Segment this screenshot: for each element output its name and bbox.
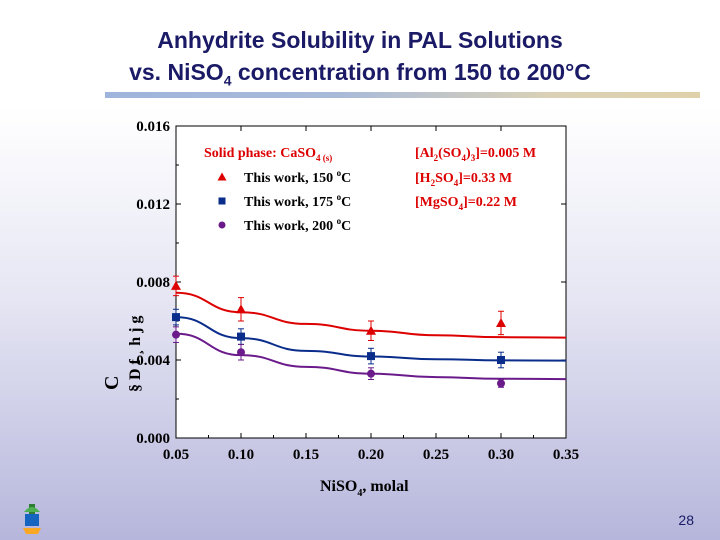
slide-title: Anhydrite Solubility in PAL Solutions vs…: [0, 24, 720, 97]
title-line-2-sub: 4: [223, 72, 232, 89]
data-point: [217, 172, 227, 181]
data-point: [218, 197, 226, 205]
data-point: [497, 379, 505, 388]
legend-header: Solid phase: CaSO4 (s): [204, 146, 332, 163]
data-point: [218, 221, 226, 229]
data-point: [236, 304, 246, 314]
data-point: [172, 330, 180, 339]
x-tick-label: 0.25: [423, 447, 449, 463]
legend: Solid phase: CaSO4 (s) This work, 150 oC…: [204, 146, 351, 234]
x-tick-label: 0.35: [553, 447, 579, 463]
data-points: [171, 275, 506, 388]
data-point: [497, 356, 505, 364]
y-tick-label: 0.004: [136, 353, 170, 369]
page-number: 28: [678, 512, 694, 528]
title-line-2-prefix: vs. NiSO: [129, 59, 224, 85]
x-tick-label: 0.15: [293, 447, 319, 463]
data-point: [366, 325, 376, 335]
x-tick-label: 0.10: [228, 447, 254, 463]
data-point: [172, 313, 180, 322]
y-axis-label: C § D f ¸ h j g: [101, 316, 144, 392]
data-point: [367, 369, 375, 378]
condition-h2so4: [H2SO4]=0.33 M: [415, 171, 512, 188]
data-point: [237, 332, 245, 341]
title-line-1: Anhydrite Solubility in PAL Solutions: [157, 27, 563, 53]
condition-mgso4: [MgSO4]=0.22 M: [415, 195, 517, 212]
x-tick-label: 0.20: [358, 447, 384, 463]
legend-entries: This work, 150 oC This work, 175 oC This w…: [217, 168, 351, 234]
legend-entry-label: This work, 150 oC: [244, 168, 351, 186]
legend-entry-label: This work, 200 oC: [244, 216, 351, 234]
title-divider: [105, 92, 700, 98]
data-point: [171, 280, 181, 290]
condition-al2so43: [Al2(SO4)3]=0.005 M: [415, 146, 536, 163]
y-axis-label-glyphs: § D f ¸ h j g: [127, 316, 144, 392]
university-logo-icon: [23, 504, 41, 534]
data-point: [237, 348, 245, 357]
y-axis-label-c: C: [101, 376, 123, 390]
y-tick-label: 0.016: [136, 119, 170, 135]
x-tick-label: 0.05: [163, 447, 189, 463]
x-axis-label: NiSO4, molal: [320, 478, 409, 499]
axis-ticks: 0.05 0.10 0.15 0.20 0.25 0.30 0.35 0.000 0.004 0.…: [136, 119, 579, 463]
legend-entry-label: This work, 175 oC: [244, 192, 351, 210]
y-tick-label: 0.012: [136, 197, 170, 213]
title-line-2: vs. NiSO4 concentration from 150 to 200°…: [0, 56, 720, 97]
data-point: [496, 317, 506, 327]
x-tick-label: 0.30: [488, 447, 514, 463]
y-tick-label: 0.008: [136, 275, 170, 291]
conditions-annotation: [Al2(SO4)3]=0.005 M [H2SO4]=0.33 M [MgSO…: [415, 146, 536, 212]
title-line-2-suffix: concentration from 150 to 200°C: [231, 59, 591, 85]
y-tick-label: 0.000: [136, 431, 170, 447]
data-point: [367, 352, 375, 361]
